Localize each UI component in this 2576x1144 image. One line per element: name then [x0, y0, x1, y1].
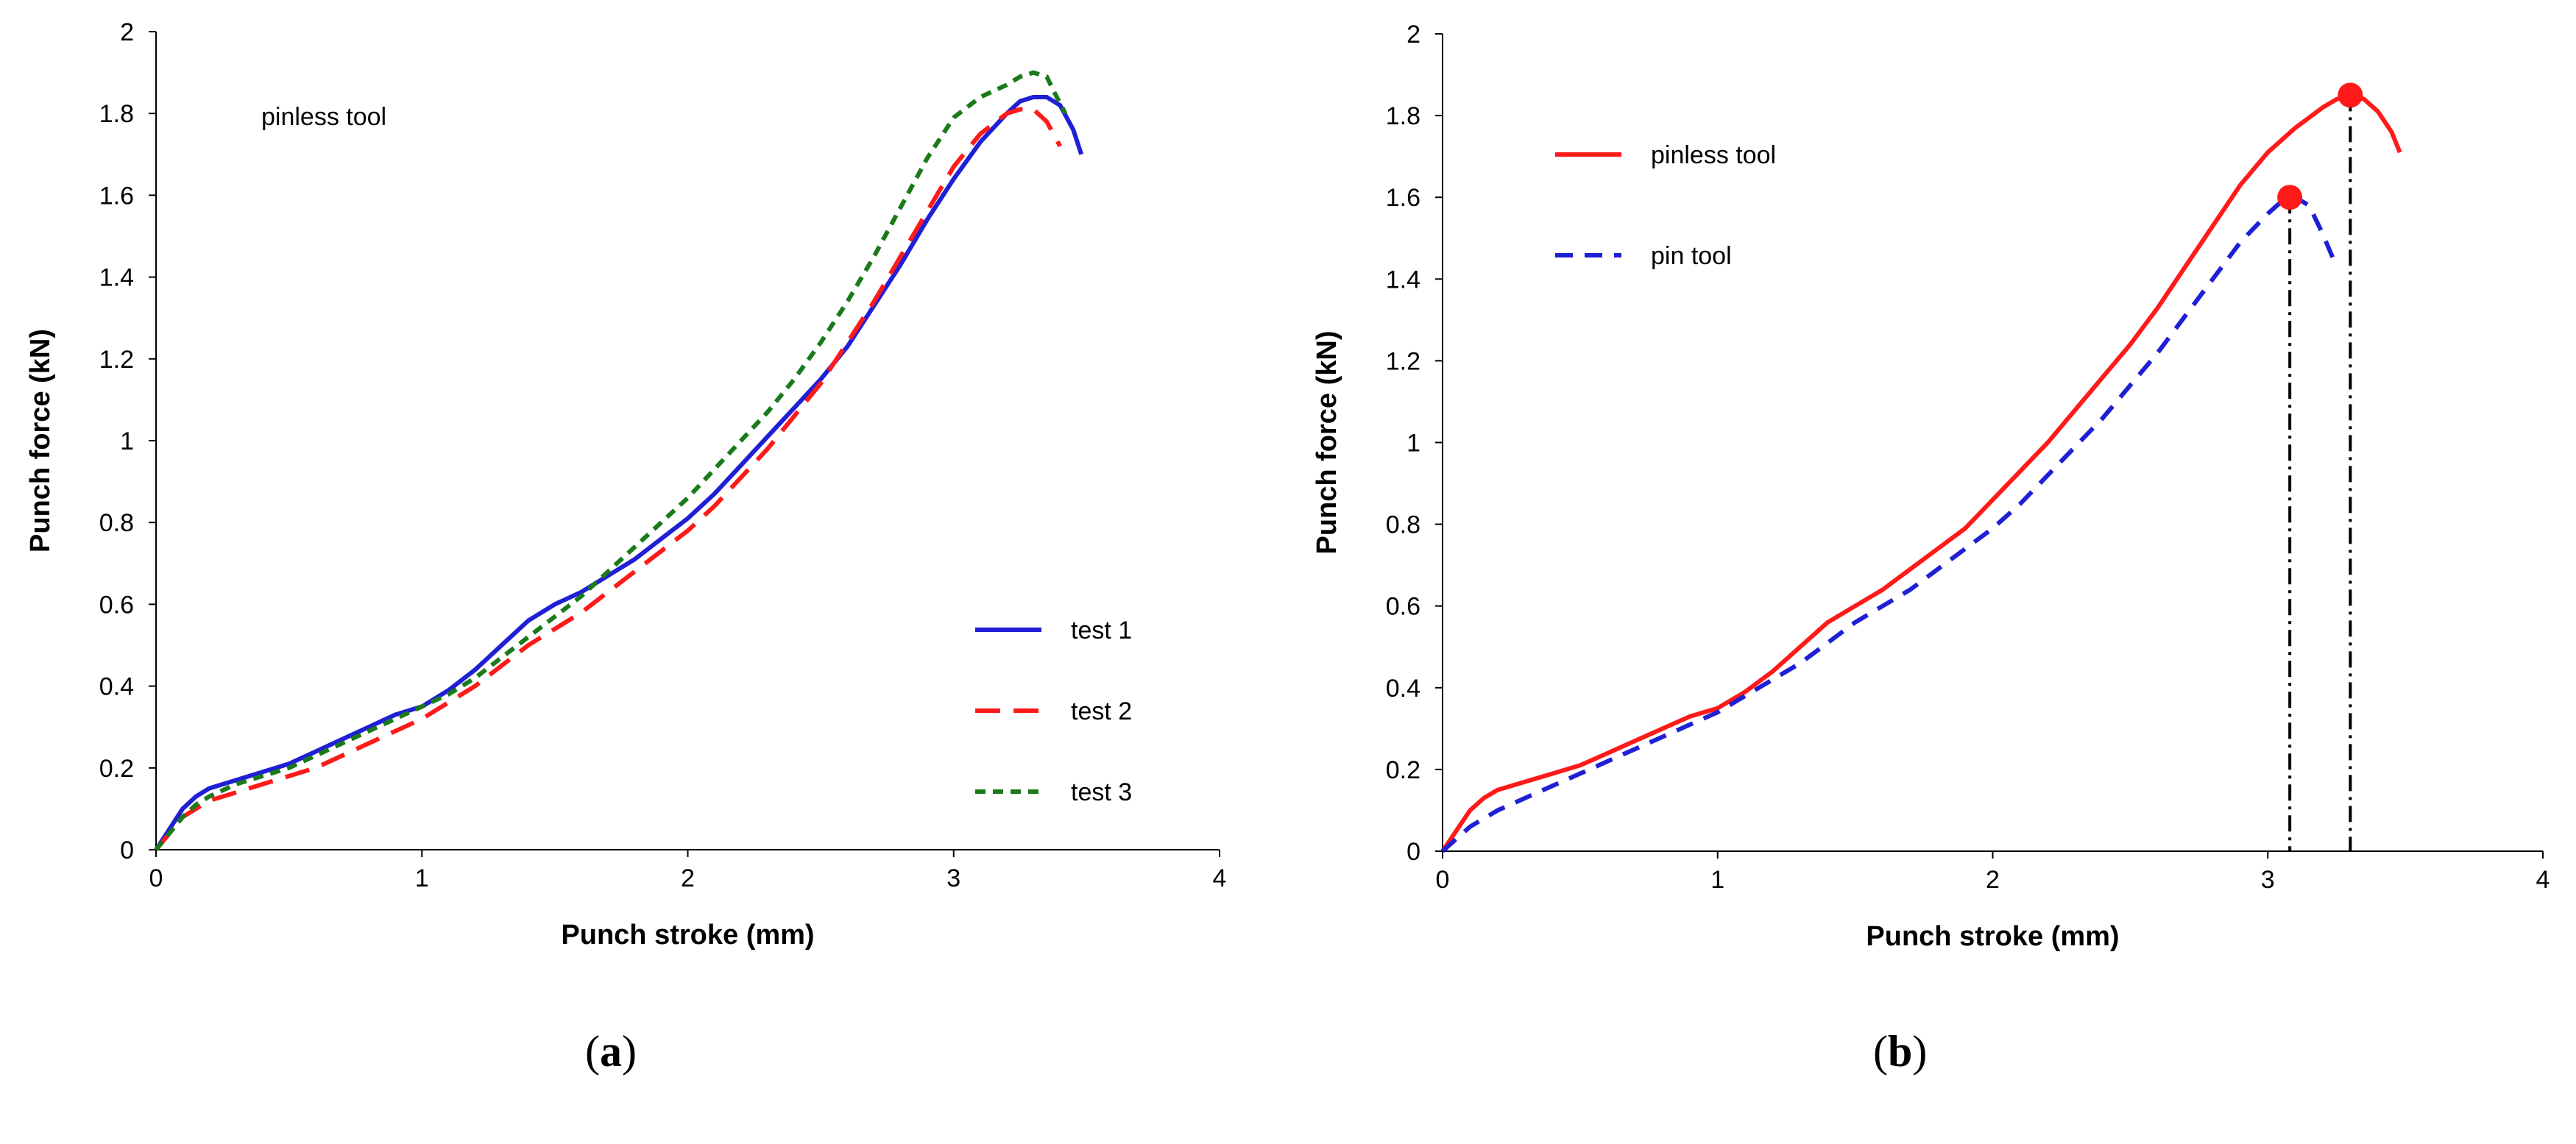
chart-b-x-axis-label: Punch stroke (mm): [1866, 921, 2119, 952]
y-tick-label: 1: [120, 427, 134, 455]
peak-marker: [2338, 82, 2363, 108]
chart-a-series: [154, 70, 1084, 851]
series-line-test-3: [154, 70, 1068, 851]
chart-a-y-axis-label: Punch force (kN): [25, 329, 56, 553]
chart-a-axes: [155, 32, 1220, 850]
y-tick-label: 1.4: [99, 264, 134, 292]
x-tick-label: 1: [1710, 866, 1724, 894]
y-tick-label: 0.2: [99, 755, 134, 783]
y-tick-label: 0.2: [1386, 756, 1420, 784]
x-tick-label: 2: [681, 864, 695, 892]
y-tick-label: 1: [1406, 430, 1420, 458]
series-line-test-1: [154, 95, 1084, 851]
chart-b-peak-markers: [2277, 82, 2363, 210]
chart-a-annotation: pinless tool: [261, 103, 386, 131]
series-line-pin-tool: [1441, 195, 2339, 853]
chart-b-y-axis-label: Punch force (kN): [1312, 330, 1342, 554]
y-tick-label: 0.4: [1386, 675, 1420, 703]
y-tick-label: 0.6: [99, 591, 134, 619]
legend-label: test 1: [1071, 617, 1132, 644]
panel-label-b: (b): [1873, 1027, 1928, 1076]
y-tick-label: 0.6: [1386, 593, 1420, 621]
chart-a-ticks: 0 1 2 3 4 0 0.2 0.4 0.6 0.8 1 1.2 1.4 1.6 1.8 2: [99, 18, 1227, 892]
x-tick-label: 3: [2261, 866, 2275, 894]
y-tick-label: 1.4: [1386, 266, 1420, 294]
chart-a: 0 1 2 3 4 0 0.2 0.4 0.6 0.8 1 1.2 1.4 1.6 1.8 2 Punch s…: [25, 18, 1226, 951]
y-tick-label: 0.8: [1386, 511, 1420, 539]
legend-label: test 2: [1071, 697, 1132, 725]
x-tick-label: 2: [1986, 866, 2000, 894]
y-tick-label: 1.2: [1386, 347, 1420, 375]
y-tick-label: 2: [120, 18, 134, 46]
panel-label-a: (a): [585, 1027, 637, 1076]
y-tick-label: 1.6: [1386, 184, 1420, 212]
x-tick-label: 3: [946, 864, 960, 892]
y-tick-label: 2: [1406, 21, 1420, 49]
panel-a-letter: a: [599, 1027, 622, 1076]
chart-a-x-axis-label: Punch stroke (mm): [561, 920, 814, 951]
y-tick-label: 0.4: [99, 673, 134, 701]
x-tick-label: 1: [415, 864, 429, 892]
y-tick-label: 0: [1406, 838, 1420, 866]
y-tick-label: 1.6: [99, 182, 134, 210]
y-tick-label: 1.8: [99, 100, 134, 128]
x-tick-label: 0: [1436, 866, 1450, 894]
y-tick-label: 1.8: [1386, 102, 1420, 130]
y-tick-label: 0: [120, 836, 134, 864]
chart-b-legend: pinless tool pin tool: [1555, 141, 1776, 270]
x-tick-label: 0: [149, 864, 163, 892]
legend-label: test 3: [1071, 778, 1132, 806]
legend-label: pinless tool: [1651, 141, 1776, 169]
x-tick-label: 4: [2536, 866, 2550, 894]
legend-label: pin tool: [1651, 242, 1732, 270]
chart-b-series: [1440, 93, 2402, 853]
chart-a-legend: test 1 test 2 test 3: [975, 617, 1132, 806]
chart-b-ticks: 0 1 2 3 4 0 0.2 0.4 0.6 0.8 1 1.2 1.4 1.6 1.8 2: [1386, 21, 2550, 894]
y-tick-label: 0.8: [99, 509, 134, 537]
x-tick-label: 4: [1213, 864, 1227, 892]
peak-marker: [2277, 185, 2303, 210]
series-line-pinless-tool: [1440, 93, 2402, 853]
y-tick-label: 1.2: [99, 346, 134, 374]
chart-b-peak-guides: [2288, 95, 2352, 851]
chart-b: 0 1 2 3 4 0 0.2 0.4 0.6 0.8 1 1.2 1.4 1.6 1.8 2 Punch s…: [1312, 21, 2550, 952]
panel-b-letter: b: [1887, 1027, 1913, 1076]
series-line-test-2: [154, 107, 1062, 851]
